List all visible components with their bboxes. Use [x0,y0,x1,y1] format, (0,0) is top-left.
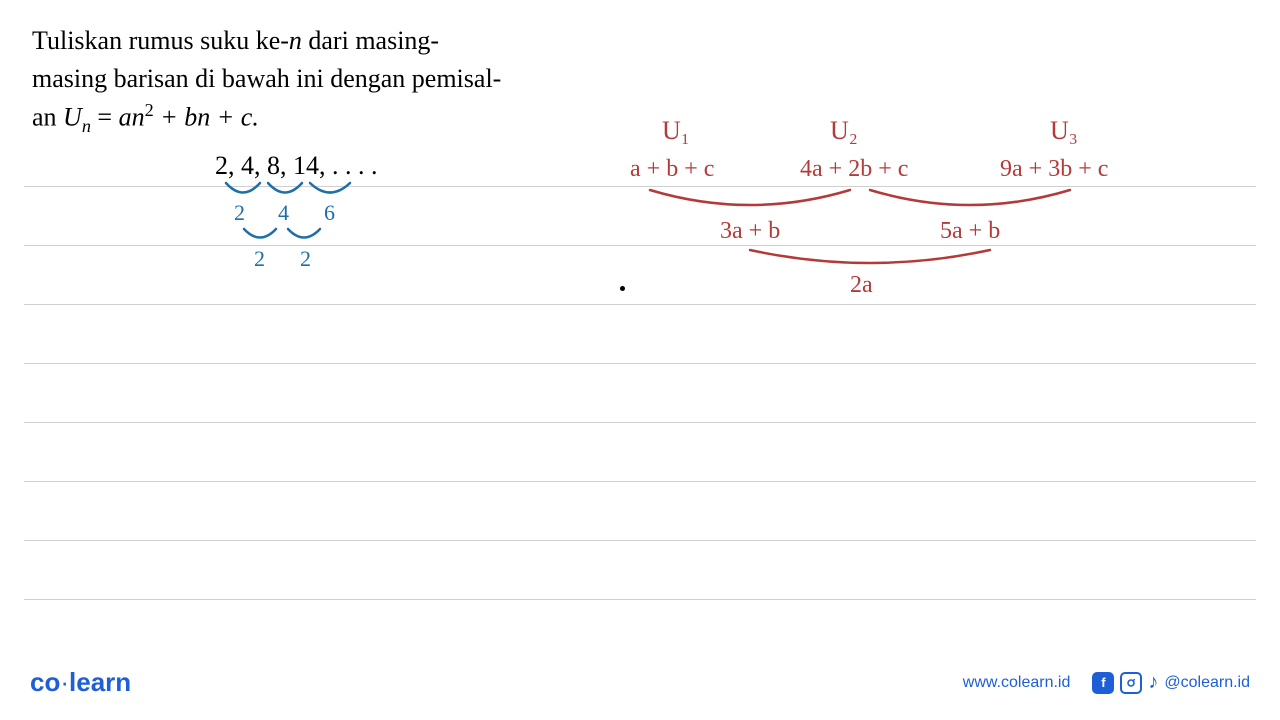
sequence-text: 2, 4, 8, 14, . . . . [215,151,378,181]
problem-sq: 2 [145,100,154,120]
red-u3: U₃ [1050,116,1078,146]
red-2a: 2a [850,272,873,299]
problem-rest: + bn + c. [154,103,259,132]
problem-var-n: n [289,26,302,55]
stray-dot [620,286,625,291]
problem-line3-pre: an [32,103,63,132]
red-u2: U₂ [830,116,858,146]
problem-U-sub: n [82,116,91,136]
logo: co·learn [30,667,131,698]
blue-diff1-a: 2 [234,200,245,226]
blue-diff1-b: 4 [278,200,289,226]
red-t1: a + b + c [630,156,714,183]
problem-an: an [119,103,145,132]
logo-right: learn [69,667,131,697]
red-t2: 4a + 2b + c [800,156,908,183]
red-d2: 5a + b [940,218,1000,245]
footer-url[interactable]: www.colearn.id [963,674,1071,692]
problem-line1b: dari masing- [302,26,439,55]
blue-diff1-c: 6 [324,200,335,226]
tiktok-icon[interactable]: ♪ [1148,671,1158,694]
social-handle[interactable]: @colearn.id [1164,674,1250,692]
logo-left: co [30,667,60,697]
problem-eq: = [91,103,119,132]
footer: co·learn www.colearn.id f ♪ @colearn.id [0,667,1280,698]
facebook-icon[interactable]: f [1092,672,1114,694]
page-root: Tuliskan rumus suku ke-n dari masing- ma… [0,0,1280,720]
red-t3: 9a + 3b + c [1000,156,1108,183]
footer-right: www.colearn.id f ♪ @colearn.id [963,671,1250,694]
social-icons: f ♪ @colearn.id [1092,671,1250,694]
problem-statement: Tuliskan rumus suku ke-n dari masing- ma… [32,22,592,140]
red-u1: U₁ [662,116,690,146]
blue-diff2-a: 2 [254,246,265,272]
instagram-icon[interactable] [1120,672,1142,694]
blue-diff2-b: 2 [300,246,311,272]
red-arcs-row1 [640,186,1160,226]
problem-line1a: Tuliskan rumus suku ke- [32,26,289,55]
red-arcs-row2 [740,246,1060,282]
red-d1: 3a + b [720,218,780,245]
problem-line2: masing barisan di bawah ini dengan pemis… [32,64,501,93]
problem-U: U [63,103,82,132]
